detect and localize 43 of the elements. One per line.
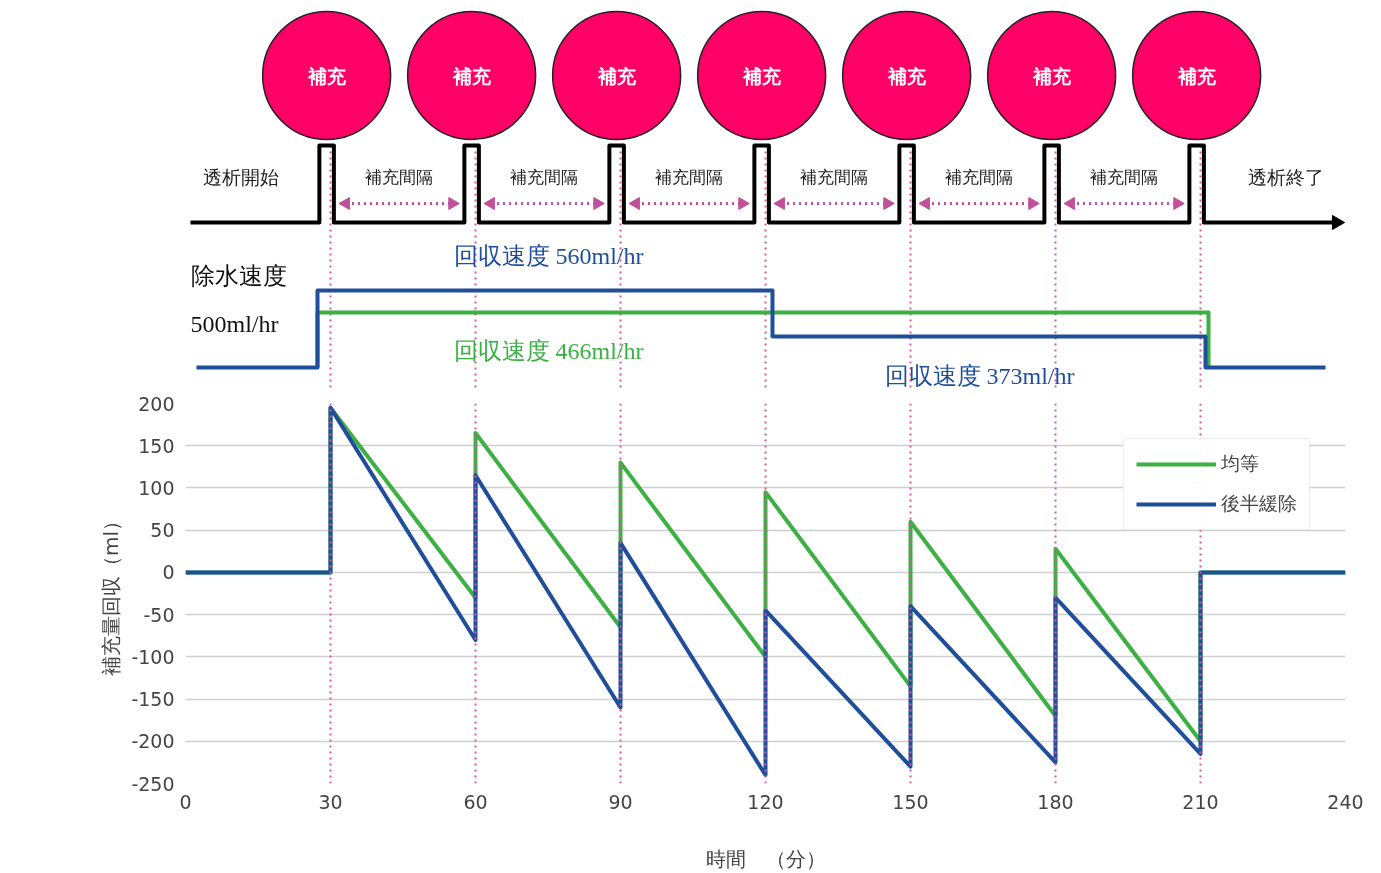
y-axis-title: 補充量回収（ml）: [99, 510, 124, 677]
y-tick-label: -100: [131, 645, 175, 668]
text: 補充間隔: [365, 166, 434, 187]
x-tick-label: 180: [1037, 790, 1074, 813]
x-tick-label: 210: [1182, 790, 1219, 813]
text: 補充間隔: [510, 166, 579, 187]
text: 500ml/hr: [190, 310, 279, 337]
x-tick-label: 120: [747, 790, 784, 813]
text: 透析終了: [1247, 165, 1324, 188]
legend-label: 後半緩除: [1221, 491, 1297, 516]
y-tick-label: 0: [162, 561, 175, 584]
text: 回収速度 560ml/hr: [453, 242, 644, 269]
text: 補充間隔: [655, 166, 724, 187]
x-tick-label: 90: [608, 790, 633, 813]
y-tick-label: -200: [131, 730, 175, 753]
y-tick-label: -50: [143, 603, 175, 626]
text: 回収速度 466ml/hr: [453, 337, 644, 364]
x-axis-title: 時間 （分）: [705, 846, 826, 871]
x-tick-label: 0: [179, 790, 192, 813]
y-tick-label: 150: [138, 434, 175, 457]
text: 補充: [1176, 64, 1217, 87]
y-tick-label: 50: [150, 519, 175, 542]
text: 回収速度 373ml/hr: [884, 362, 1075, 389]
text: 補充: [596, 64, 637, 87]
text: 補充: [886, 64, 927, 87]
text: 除水速度: [190, 262, 287, 289]
text: 補充間隔: [1090, 166, 1159, 187]
x-tick-label: 150: [892, 790, 929, 813]
legend-label: 均等: [1221, 451, 1259, 476]
y-tick-label: -250: [131, 772, 175, 795]
text: 補充: [306, 64, 347, 87]
text: 補充: [451, 64, 492, 87]
text: 透析開始: [202, 165, 279, 188]
x-tick-label: 30: [318, 790, 343, 813]
text: 補充: [741, 64, 782, 87]
text: 補充: [1031, 64, 1072, 87]
text: 補充間隔: [800, 166, 869, 187]
x-tick-label: 240: [1327, 790, 1364, 813]
y-tick-label: -150: [131, 688, 175, 711]
y-tick-label: 200: [138, 392, 175, 415]
y-tick-label: 100: [138, 476, 175, 499]
text: 補充間隔: [945, 166, 1014, 187]
x-tick-label: 60: [463, 790, 488, 813]
